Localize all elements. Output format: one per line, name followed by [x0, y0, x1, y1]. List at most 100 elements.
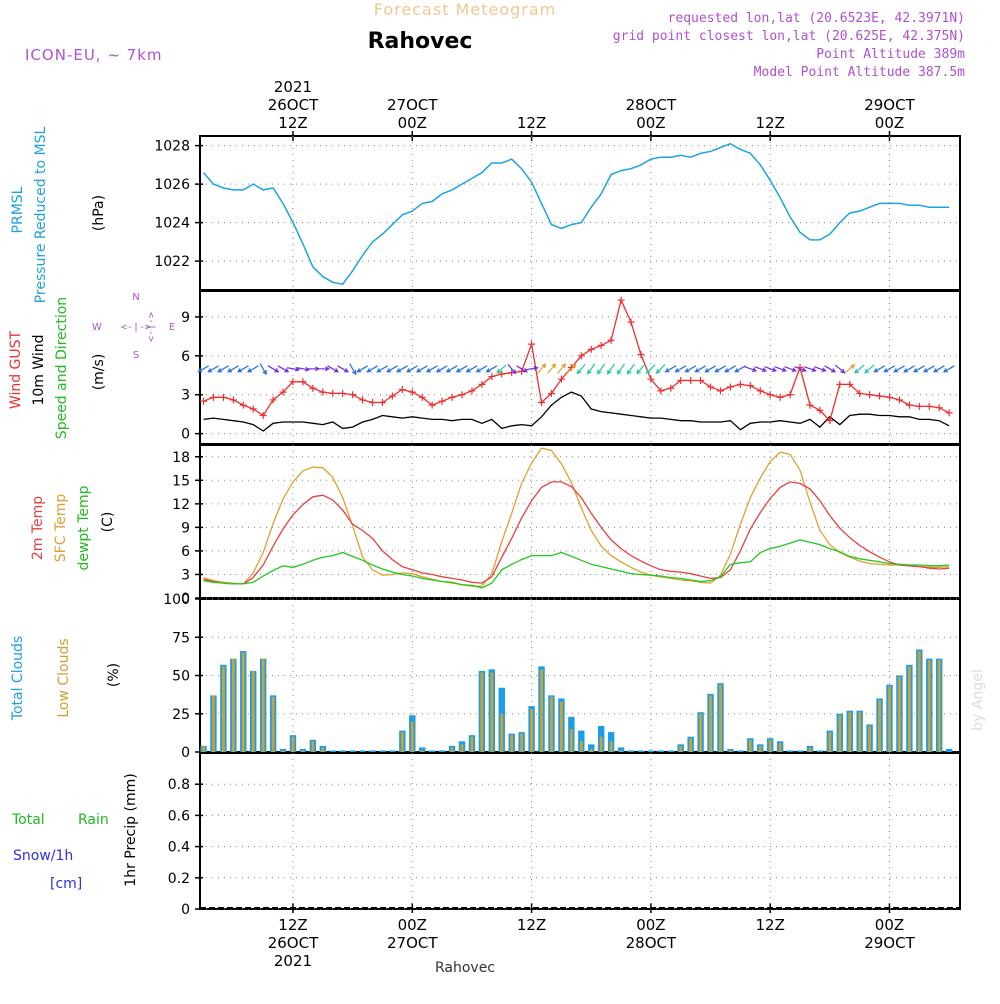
total-cloud-bar	[796, 750, 804, 752]
low-cloud-bar	[699, 713, 702, 752]
clouds-label-low: Low Clouds	[56, 638, 72, 717]
y-tick-label: 15	[172, 473, 190, 489]
y-tick-label: 100	[163, 592, 190, 608]
gust-marker	[567, 364, 575, 371]
total-cloud-bar	[657, 750, 665, 752]
wind-arrow	[597, 363, 606, 375]
y-tick-label: 6	[181, 349, 190, 365]
gust-marker	[279, 388, 287, 396]
wind-arrow	[376, 365, 388, 373]
clouds-grid	[200, 598, 960, 753]
compass-west: W	[92, 322, 102, 333]
total-cloud-bar	[647, 750, 655, 752]
low-cloud-bar	[838, 715, 842, 752]
time-label-bottom: 27OCT	[387, 934, 438, 952]
low-cloud-bar	[321, 747, 325, 752]
wind-arrow	[496, 364, 507, 374]
gust-marker	[299, 378, 307, 386]
total-cloud-bar	[945, 748, 953, 752]
gust-marker	[657, 387, 665, 395]
gust-marker	[488, 373, 496, 381]
wind-arrow	[455, 365, 468, 373]
wind-arrow	[932, 365, 945, 373]
y-tick-label: 1022	[154, 254, 190, 270]
temp-label-sfc: SFC Temp	[53, 494, 69, 563]
gust-marker	[766, 391, 774, 399]
low-cloud-bar	[530, 709, 533, 752]
gust-marker	[945, 409, 953, 417]
2m-temp-line	[203, 481, 950, 585]
low-cloud-bar	[569, 729, 573, 752]
low-cloud-bar	[917, 651, 921, 752]
low-cloud-bar	[888, 686, 891, 752]
wind-arrow	[557, 363, 567, 374]
total-cloud-bar	[389, 750, 396, 752]
precip-label-rain: Rain	[78, 812, 109, 828]
total-cloud-bar	[786, 750, 794, 752]
y-tick-label: 0	[181, 745, 190, 761]
y-tick-label: 12	[172, 497, 190, 513]
wind-direction-arrows	[197, 363, 955, 376]
compass-ns-arrows: <-|->	[145, 312, 156, 342]
gust-marker	[856, 389, 864, 397]
wind-arrow	[327, 365, 340, 373]
low-cloud-bar	[709, 695, 712, 752]
gust-marker	[528, 340, 536, 348]
wind-gust-markers	[200, 296, 953, 425]
gust-marker	[876, 392, 884, 400]
y-tick-label: 25	[172, 707, 190, 723]
wind-arrow	[893, 365, 905, 373]
gust-marker	[885, 393, 893, 401]
gust-marker	[448, 393, 456, 401]
point-altitude: Point Altitude 389m	[816, 47, 965, 62]
low-cloud-bar	[261, 658, 265, 752]
wind-arrow	[207, 365, 219, 373]
wind-gust-line	[203, 298, 950, 422]
wind-arrow	[645, 364, 656, 374]
gust-marker	[756, 387, 764, 395]
wind-arrow	[267, 365, 280, 373]
wind-arrow	[903, 365, 915, 373]
temp-label-dewpt: dewpt Temp	[76, 485, 92, 570]
gust-marker	[418, 393, 426, 401]
gust-marker	[200, 397, 207, 405]
low-cloud-bar	[480, 672, 484, 752]
wind-arrow	[576, 363, 586, 375]
wind-arrow	[814, 366, 827, 373]
wind-arrow	[913, 365, 925, 373]
wind-arrow	[764, 366, 778, 373]
wind-arrow	[277, 365, 290, 373]
wind-arrow	[804, 366, 817, 373]
wind-arrow	[296, 366, 311, 372]
temperature-y-ticks: 0 3 6 9 12 15 18	[172, 450, 203, 607]
wind-arrow	[356, 365, 369, 373]
wind-arrow	[227, 365, 239, 373]
compass-we-arrows: <-|->	[121, 322, 151, 333]
gust-marker	[597, 341, 605, 349]
precip-grid	[200, 753, 960, 910]
gust-marker	[359, 396, 367, 404]
wind-arrow	[724, 365, 736, 373]
gust-marker	[219, 393, 227, 401]
wind-arrow	[754, 366, 768, 373]
wind-arrow	[784, 366, 797, 373]
precip-unit: 1hr Precip (mm)	[123, 773, 139, 886]
y-tick-label: 6	[181, 544, 190, 560]
low-cloud-bar	[410, 721, 414, 752]
time-label-top: 27OCT	[387, 96, 438, 114]
clouds-unit: (%)	[106, 663, 122, 687]
time-label-top: 00Z	[398, 114, 427, 132]
low-cloud-bar	[599, 736, 603, 752]
sfc-temp-line	[203, 447, 950, 587]
wind-arrow	[844, 364, 856, 374]
gust-marker	[577, 352, 585, 360]
wind-arrow	[714, 365, 726, 373]
gust-marker	[687, 376, 695, 384]
gust-marker	[538, 399, 546, 407]
total-cloud-bar	[816, 750, 824, 752]
y-tick-label: 75	[172, 630, 190, 646]
gust-marker	[786, 391, 794, 399]
total-cloud-bar	[349, 750, 356, 752]
gust-marker	[319, 388, 327, 396]
temp-unit: (C)	[100, 512, 116, 533]
